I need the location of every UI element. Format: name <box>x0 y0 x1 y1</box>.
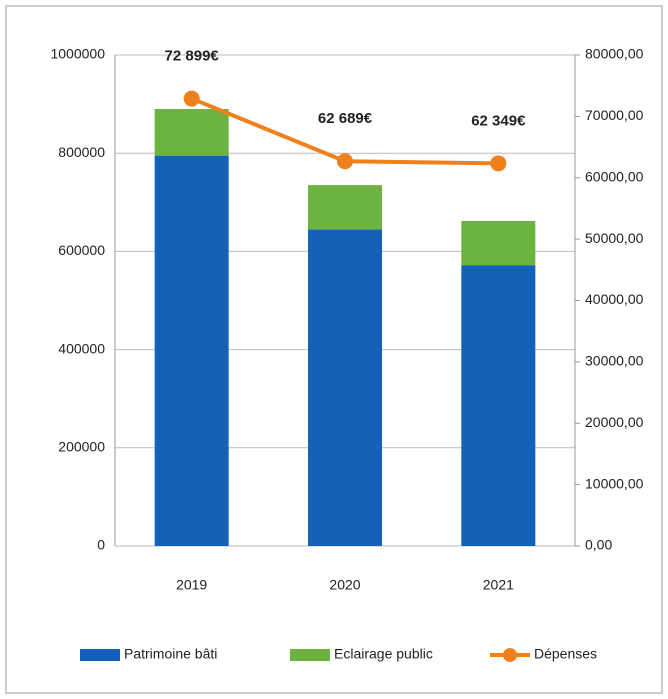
x-tick-label: 2021 <box>483 577 514 593</box>
y-tick-label: 0 <box>97 537 105 553</box>
bar <box>154 109 229 156</box>
x-tick-label: 2019 <box>176 577 207 593</box>
y-tick-label: 200000 <box>58 439 105 455</box>
bar <box>154 155 229 546</box>
y2-tick-label: 0,00 <box>585 537 612 553</box>
x-tick-label: 2020 <box>329 577 360 593</box>
y-tick-label: 400000 <box>58 340 105 356</box>
line-marker <box>490 155 507 172</box>
y-tick-label: 600000 <box>58 242 105 258</box>
data-label: 72 899€ <box>165 48 220 65</box>
data-label: 62 689€ <box>318 110 373 127</box>
line-marker <box>337 153 353 170</box>
y2-tick-label: 10000,00 <box>585 475 644 491</box>
bar <box>308 185 382 230</box>
data-label: 62 349€ <box>471 112 526 129</box>
y2-tick-label: 20000,00 <box>585 414 644 430</box>
legend-label: Patrimoine bâti <box>124 646 217 662</box>
legend-swatch <box>503 648 517 662</box>
y2-tick-label: 80000,00 <box>585 46 644 62</box>
bar <box>308 229 382 546</box>
y2-tick-label: 50000,00 <box>585 230 644 246</box>
bar <box>461 265 536 546</box>
legend-swatch <box>80 649 120 661</box>
y2-tick-label: 40000,00 <box>585 291 644 307</box>
bar <box>461 220 536 266</box>
y2-tick-label: 70000,00 <box>585 107 644 123</box>
y2-tick-label: 60000,00 <box>585 168 644 184</box>
line-marker <box>183 90 200 107</box>
y-tick-label: 800000 <box>58 144 105 160</box>
legend-label: Dépenses <box>534 646 597 662</box>
y-tick-label: 1000000 <box>50 46 105 62</box>
y2-tick-label: 30000,00 <box>585 353 644 369</box>
legend-swatch <box>290 649 330 661</box>
legend-label: Eclairage public <box>334 646 433 662</box>
